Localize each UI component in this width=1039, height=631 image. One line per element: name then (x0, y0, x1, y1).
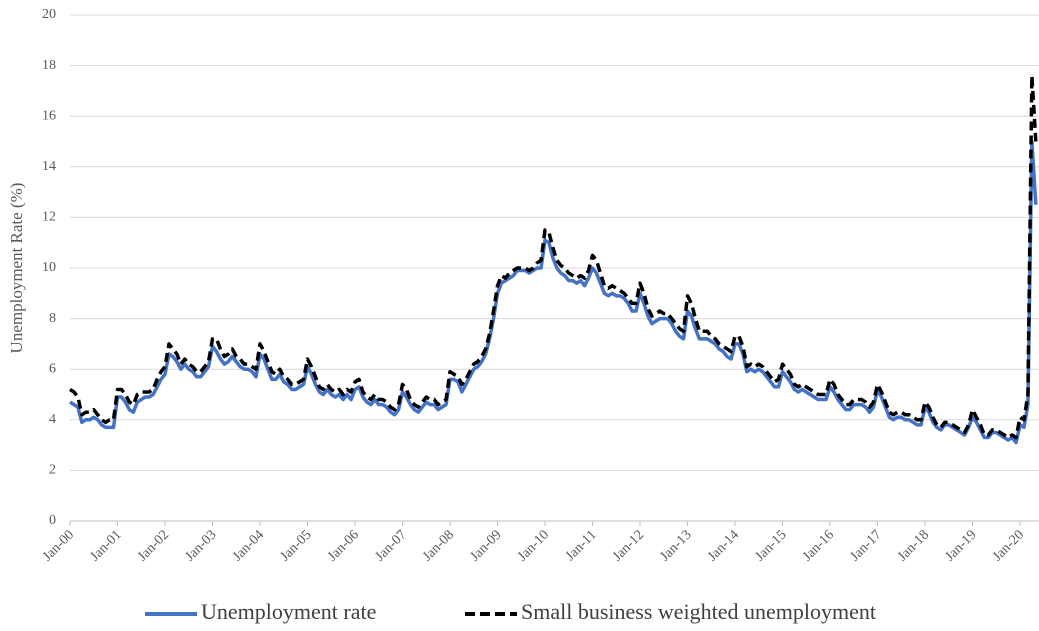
y-tick-label: 18 (42, 58, 56, 73)
x-tick-label: Jan-10 (515, 527, 552, 564)
x-tick-label: Jan-11 (563, 527, 600, 564)
x-tick-label: Jan-09 (468, 527, 505, 564)
x-tick-label: Jan-20 (990, 527, 1027, 564)
series-line (69, 73, 1038, 440)
x-tick-label: Jan-07 (373, 527, 410, 564)
y-tick-label: 14 (42, 159, 56, 174)
y-tick-label: 16 (42, 108, 56, 123)
x-tick-label: Jan-18 (895, 527, 932, 564)
series-line (69, 139, 1038, 445)
y-axis-label: Unemployment Rate (%) (7, 183, 26, 354)
x-tick-label: Jan-04 (230, 527, 267, 564)
x-tick-label: Jan-05 (278, 527, 315, 564)
x-tick-label: Jan-12 (610, 527, 647, 564)
x-tick-label: Jan-02 (135, 527, 172, 564)
x-tick-label: Jan-03 (183, 527, 220, 564)
x-tick-label: Jan-00 (40, 527, 77, 564)
x-tick-label: Jan-13 (658, 527, 695, 564)
y-tick-label: 10 (42, 260, 56, 275)
x-tick-label: Jan-06 (325, 527, 362, 564)
x-tick-label: Jan-19 (943, 527, 980, 564)
x-tick-label: Jan-15 (753, 527, 790, 564)
y-tick-label: 12 (42, 210, 56, 225)
y-tick-label: 8 (49, 311, 56, 326)
y-tick-label: 0 (49, 513, 56, 528)
y-tick-label: 4 (49, 412, 56, 427)
x-tick-label: Jan-08 (420, 527, 457, 564)
legend-label: Small business weighted unemployment (521, 599, 876, 624)
x-tick-label: Jan-16 (800, 527, 837, 564)
x-tick-label: Jan-01 (88, 527, 125, 564)
x-tick-label: Jan-17 (848, 527, 885, 564)
legend-label: Unemployment rate (201, 599, 376, 624)
y-tick-label: 20 (42, 7, 56, 22)
y-tick-label: 6 (49, 361, 56, 376)
x-tick-label: Jan-14 (705, 527, 742, 564)
y-tick-label: 2 (49, 463, 56, 478)
